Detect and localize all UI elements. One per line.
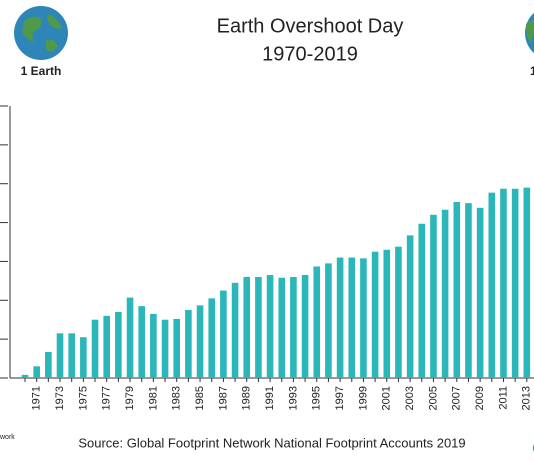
globe-left <box>14 6 68 60</box>
x-tick-label: 1995 <box>311 386 323 410</box>
bar <box>185 310 192 378</box>
bar <box>348 257 356 378</box>
x-tick-label: 1989 <box>241 386 253 410</box>
bar <box>173 318 181 378</box>
bar <box>161 319 169 378</box>
bar <box>115 311 122 378</box>
x-tick-label: 1997 <box>334 386 346 410</box>
bar <box>278 277 286 378</box>
bar <box>441 209 449 378</box>
bar <box>138 306 145 378</box>
bar <box>80 337 87 378</box>
chart-title: Earth Overshoot Day <box>217 15 404 37</box>
x-tick-label: 1979 <box>124 386 136 410</box>
bar <box>208 298 216 378</box>
x-tick-label: 1981 <box>147 386 159 410</box>
bar <box>243 276 251 378</box>
bar <box>418 223 426 378</box>
x-tick-label: 2011 <box>497 386 509 410</box>
bar <box>255 276 262 378</box>
badge-label: 1 <box>530 64 534 78</box>
x-tick-label: 1971 <box>31 386 43 410</box>
x-tick-label: 1991 <box>264 386 276 410</box>
bar <box>336 257 344 378</box>
bar <box>150 313 157 378</box>
bar <box>91 319 99 378</box>
x-tick-label: 2005 <box>427 386 439 410</box>
bar <box>196 305 204 378</box>
x-tick-label: 1999 <box>357 386 369 410</box>
bar <box>383 249 391 378</box>
bar <box>453 201 461 378</box>
badge-label: 1 Earth <box>21 64 62 78</box>
x-tick-label: 1973 <box>54 386 66 410</box>
bar <box>488 192 496 378</box>
bar <box>476 207 484 378</box>
bar <box>21 374 29 378</box>
x-tick-label: 1985 <box>194 386 206 410</box>
x-tick-label: 1975 <box>77 386 89 410</box>
bar <box>68 333 75 378</box>
bar <box>33 366 40 378</box>
bar <box>313 266 321 378</box>
x-tick-label: 1983 <box>171 386 183 410</box>
bar <box>290 276 297 378</box>
bar <box>371 251 379 378</box>
x-tick-label: 1993 <box>287 386 299 410</box>
bar <box>360 258 367 378</box>
chart-subtitle: 1970-2019 <box>262 43 358 65</box>
x-tick-label: 2009 <box>474 386 486 410</box>
bar <box>465 203 472 378</box>
x-tick-label: 2001 <box>381 386 393 410</box>
bar <box>500 188 507 378</box>
bar <box>220 290 227 378</box>
globe-right <box>525 12 534 54</box>
bar <box>56 333 64 378</box>
bar <box>126 297 134 378</box>
bar <box>301 275 309 378</box>
x-tick-label: 2007 <box>451 386 463 410</box>
x-tick-label: 1987 <box>217 386 229 410</box>
source-note: Source: Global Footprint Network Nationa… <box>78 435 465 450</box>
bar <box>231 282 239 378</box>
bar <box>103 315 110 378</box>
bar <box>266 275 274 378</box>
bar <box>523 187 531 378</box>
x-tick-label: 2013 <box>521 386 533 410</box>
x-tick-label: 2003 <box>404 386 416 410</box>
bar <box>430 214 437 378</box>
x-tick-label: 1977 <box>101 386 113 410</box>
bar <box>511 188 519 378</box>
bar <box>325 263 332 378</box>
bar <box>406 235 414 378</box>
bar <box>395 246 402 378</box>
bar <box>45 351 52 378</box>
logo-text: work <box>0 434 15 441</box>
